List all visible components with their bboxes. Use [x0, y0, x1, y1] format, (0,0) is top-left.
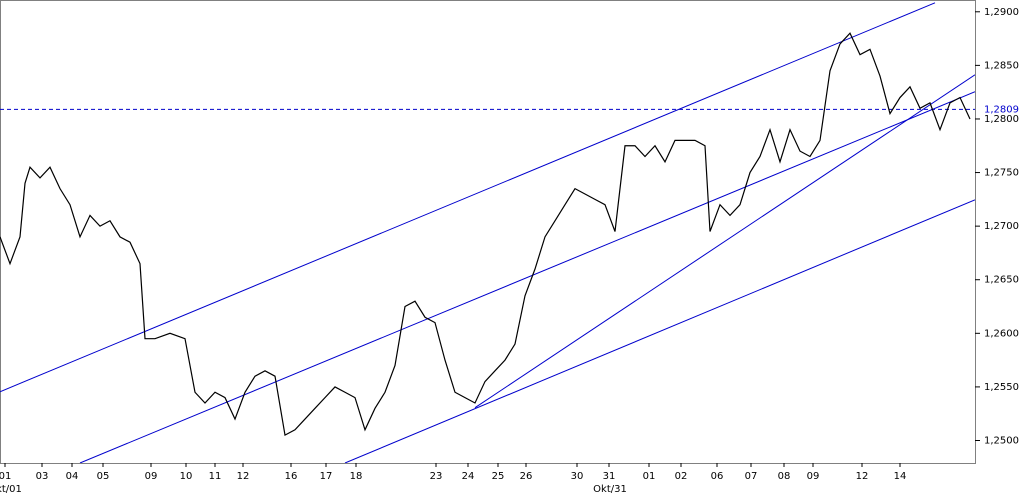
y-tick-label: 1,2650 — [984, 275, 1019, 286]
x-tick-label-secondary: Okt/31 — [593, 484, 627, 495]
y-tick-label: 1,2600 — [984, 328, 1019, 339]
reference-label: 1,2809 — [984, 104, 1019, 115]
x-tick-label: 03 — [36, 471, 49, 482]
x-tick-label: 06 — [711, 471, 724, 482]
x-tick-label: 18 — [350, 471, 363, 482]
plot-frame — [0, 0, 976, 464]
x-tick-label: 12 — [856, 471, 869, 482]
x-tick-label: 07 — [745, 471, 758, 482]
x-tick-label: 30 — [571, 471, 584, 482]
x-tick-label: 05 — [97, 471, 110, 482]
x-tick-label: 14 — [894, 471, 907, 482]
x-tick-label: 23 — [430, 471, 443, 482]
x-tick-label: 01 — [0, 471, 11, 482]
x-tick-label-secondary: kt/01 — [0, 484, 22, 495]
y-tick-label: 1,2700 — [984, 221, 1019, 232]
x-tick-label: 09 — [807, 471, 820, 482]
trend-line — [0, 2, 936, 393]
x-tick-label: 09 — [145, 471, 158, 482]
y-tick-label: 1,2900 — [984, 7, 1019, 18]
x-tick-label: 11 — [209, 471, 222, 482]
x-tick-label: 04 — [66, 471, 79, 482]
x-tick-label: 10 — [180, 471, 193, 482]
trend-line — [79, 91, 975, 463]
x-tick-label: 26 — [520, 471, 533, 482]
x-tick-label: 25 — [492, 471, 505, 482]
price-line — [0, 32, 971, 437]
y-tick-label: 1,2500 — [984, 435, 1019, 446]
x-tick-label: 02 — [675, 471, 688, 482]
x-tick-label: 01 — [643, 471, 656, 482]
x-tick-label: 31 — [603, 471, 616, 482]
trend-line — [474, 74, 975, 409]
x-tick-label: 12 — [237, 471, 250, 482]
y-tick-label: 1,2750 — [984, 168, 1019, 179]
x-tick-label: 08 — [778, 471, 791, 482]
x-tick-label: 17 — [320, 471, 333, 482]
x-tick-label: 16 — [285, 471, 298, 482]
y-tick-label: 1,2850 — [984, 60, 1019, 71]
x-tick-label: 24 — [462, 471, 475, 482]
y-tick-label: 1,2550 — [984, 382, 1019, 393]
y-tick-label: 1,2800 — [984, 114, 1019, 125]
trend-line — [344, 199, 975, 463]
